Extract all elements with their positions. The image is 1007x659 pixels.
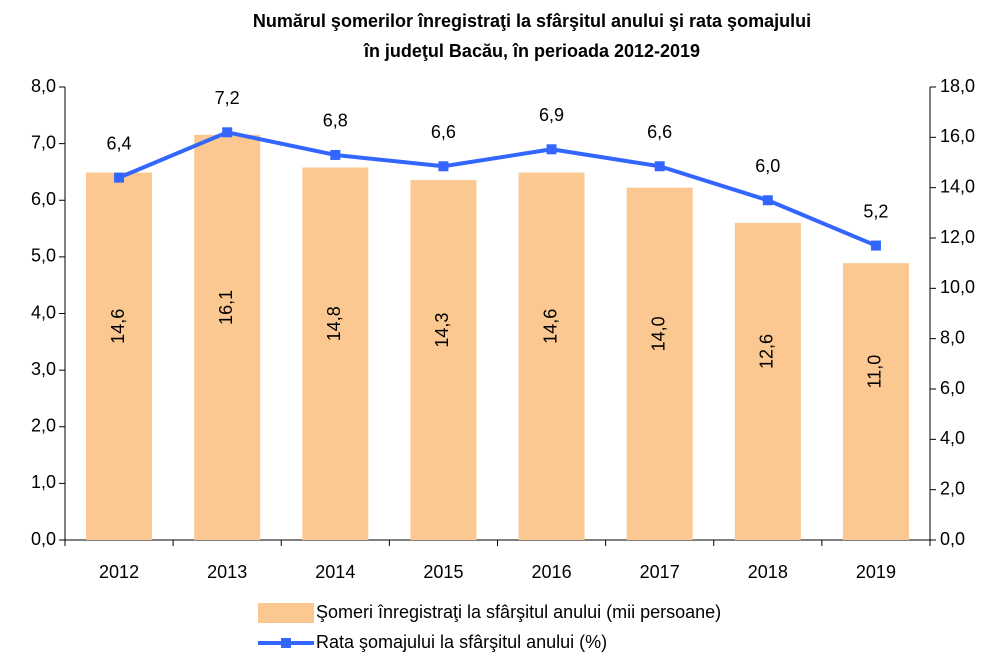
y2-tick-label: 16,0 xyxy=(940,126,975,146)
y-tick-label: 2,0 xyxy=(31,416,56,436)
y2-tick-label: 6,0 xyxy=(940,378,965,398)
bar xyxy=(626,187,693,540)
line-marker xyxy=(654,161,665,172)
x-tick-label: 2018 xyxy=(748,562,788,582)
bar-value-label: 16,1 xyxy=(216,290,236,325)
line-value-label: 6,6 xyxy=(647,122,672,142)
line-marker xyxy=(114,172,125,183)
chart-title: în judeţul Bacău, în perioada 2012-2019 xyxy=(363,41,700,61)
bar-value-label: 14,0 xyxy=(648,316,668,351)
y-tick-label: 3,0 xyxy=(31,359,56,379)
bar xyxy=(842,263,909,540)
line-value-label: 6,0 xyxy=(755,156,780,176)
y-tick-label: 7,0 xyxy=(31,132,56,152)
bar xyxy=(302,167,369,541)
y-tick-label: 5,0 xyxy=(31,246,56,266)
bar-value-label: 14,3 xyxy=(432,313,452,348)
y2-tick-label: 2,0 xyxy=(940,478,965,498)
line-value-label: 6,8 xyxy=(323,111,348,131)
line-value-label: 5,2 xyxy=(863,201,888,221)
line-marker xyxy=(870,240,881,251)
y2-tick-label: 10,0 xyxy=(940,277,975,297)
bar-value-label: 14,6 xyxy=(540,309,560,344)
line-marker xyxy=(330,149,341,160)
y2-tick-label: 14,0 xyxy=(940,176,975,196)
legend-swatch xyxy=(281,638,291,648)
x-tick-label: 2015 xyxy=(423,562,463,582)
y-tick-label: 6,0 xyxy=(31,189,56,209)
y-tick-label: 1,0 xyxy=(31,472,56,492)
legend-swatch xyxy=(258,603,314,623)
line-marker xyxy=(546,144,557,155)
y-tick-label: 4,0 xyxy=(31,302,56,322)
bar-value-label: 14,6 xyxy=(108,309,128,344)
y2-tick-label: 8,0 xyxy=(940,327,965,347)
line-marker xyxy=(222,127,233,138)
line-value-label: 6,6 xyxy=(431,122,456,142)
y2-tick-label: 12,0 xyxy=(940,227,975,247)
bar-value-label: 14,8 xyxy=(324,306,344,341)
line-value-label: 7,2 xyxy=(215,88,240,108)
x-tick-label: 2017 xyxy=(640,562,680,582)
bar-value-label: 11,0 xyxy=(865,355,885,389)
bar xyxy=(194,134,261,541)
bar-value-label: 12,6 xyxy=(757,334,777,369)
bar xyxy=(410,180,477,540)
y-tick-label: 0,0 xyxy=(31,529,56,549)
bar xyxy=(518,172,585,541)
y2-tick-label: 4,0 xyxy=(940,428,965,448)
y-tick-label: 8,0 xyxy=(31,76,56,96)
x-tick-label: 2014 xyxy=(315,562,355,582)
y2-tick-label: 0,0 xyxy=(940,529,965,549)
legend-label: Şomeri înregistraţi la sfârşitul anului … xyxy=(316,602,721,622)
y2-tick-label: 18,0 xyxy=(940,76,975,96)
bar xyxy=(86,172,153,541)
x-tick-label: 2012 xyxy=(99,562,139,582)
line-value-label: 6,9 xyxy=(539,105,564,125)
x-tick-label: 2013 xyxy=(207,562,247,582)
bar xyxy=(734,222,801,540)
x-tick-label: 2016 xyxy=(532,562,572,582)
x-tick-label: 2019 xyxy=(856,562,896,582)
line-marker xyxy=(438,161,449,172)
line-value-label: 6,4 xyxy=(107,133,132,153)
legend-label: Rata şomajului la sfârşitul anului (%) xyxy=(316,632,607,652)
chart-title: Numărul şomerilor înregistraţi la sfârşi… xyxy=(253,11,811,31)
line xyxy=(118,130,877,248)
line-marker xyxy=(762,195,773,206)
